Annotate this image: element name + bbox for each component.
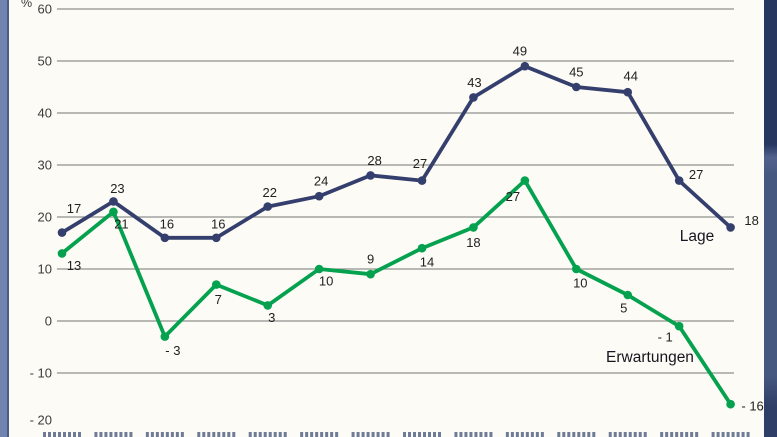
erwartungen-value-label: 7: [215, 292, 222, 307]
erwartungen-value-label: 9: [367, 252, 374, 267]
lage-value-label: 23: [110, 181, 124, 196]
lage-value-label: 24: [314, 174, 328, 189]
erwartungen-data-point: [572, 264, 581, 274]
lage-data-point: [674, 176, 684, 185]
lage-value-label: 17: [67, 201, 81, 216]
y-axis-tick-label: 30: [38, 158, 52, 173]
erwartungen-value-label: 21: [114, 216, 128, 231]
lage-data-point: [623, 87, 633, 97]
lage-line: [60, 64, 733, 240]
erwartungen-value-label: 3: [268, 310, 275, 325]
lage-data-point: [726, 223, 735, 232]
lage-data-point: [109, 197, 118, 206]
y-axis-tick-label: 10: [38, 262, 52, 277]
erwartungen-data-point: [109, 207, 118, 217]
erwartungen-value-label: - 16: [741, 399, 763, 414]
lage-data-point: [520, 61, 530, 71]
lage-value-label: 45: [569, 65, 583, 80]
erwartungen-value-label: - 1: [658, 330, 673, 345]
erwartungen-data-point: [726, 399, 735, 409]
y-axis-tick-label: 20: [38, 210, 52, 225]
erwartungen-data-point: [469, 223, 478, 232]
lage-value-label: 43: [467, 75, 481, 90]
erwartungen-data-point: [366, 269, 375, 279]
y-axis-tick-label: 0: [45, 314, 52, 329]
lage-value-label: 16: [211, 216, 225, 231]
lage-data-point: [314, 191, 324, 201]
erwartungen-data-point: [520, 176, 530, 185]
lage-value-label: 28: [367, 153, 381, 168]
erwartungen-data-point: [263, 301, 273, 310]
erwartungen-data-point: [57, 249, 67, 258]
y-axis-unit-label: %: [21, 0, 32, 10]
erwartungen-data-point: [314, 264, 324, 274]
lage-data-point: [211, 233, 221, 243]
series-label-erwartungen: Erwartungen: [606, 349, 694, 366]
erwartungen-value-label: 10: [573, 276, 587, 291]
y-axis-tick-label: - 20: [30, 413, 52, 428]
lage-data-point: [263, 202, 273, 211]
lage-value-label: 49: [513, 44, 527, 59]
lage-value-label: 18: [744, 213, 758, 228]
erwartungen-value-label: 14: [420, 255, 434, 270]
erwartungen-line: [60, 178, 733, 407]
erwartungen-value-label: - 3: [165, 343, 180, 358]
lage-data-point: [366, 171, 375, 180]
left-border-bar: [0, 0, 9, 437]
lage-value-label: 27: [413, 156, 427, 171]
erwartungen-data-point: [417, 243, 427, 253]
erwartungen-value-label: 5: [620, 301, 627, 316]
lage-value-label: 22: [262, 185, 276, 200]
erwartungen-value-label: 18: [466, 235, 480, 250]
y-axis-tick-label: 50: [38, 54, 52, 69]
y-axis-tick-label: - 10: [30, 366, 52, 381]
lage-data-point: [160, 233, 170, 243]
lage-data-point: [417, 176, 427, 185]
lage-data-point: [469, 93, 478, 102]
erwartungen-data-point: [160, 332, 170, 341]
erwartungen-value-label: 10: [319, 274, 333, 289]
erwartungen-data-point: [211, 280, 221, 289]
lage-data-point: [57, 228, 67, 237]
series-label-lage: Lage: [680, 228, 714, 245]
lage-value-label: 44: [623, 69, 637, 84]
erwartungen-data-point: [674, 321, 684, 331]
erwartungen-value-label: 13: [67, 258, 81, 273]
y-axis-tick-label: 40: [38, 106, 52, 121]
lage-data-point: [572, 82, 581, 92]
right-border-bar: [764, 0, 777, 437]
y-axis-tick-label: 60: [38, 2, 52, 17]
lage-value-label: 27: [689, 167, 703, 182]
erwartungen-data-point: [623, 290, 633, 300]
lage-value-label: 16: [160, 216, 174, 231]
erwartungen-value-label: 27: [506, 189, 520, 204]
